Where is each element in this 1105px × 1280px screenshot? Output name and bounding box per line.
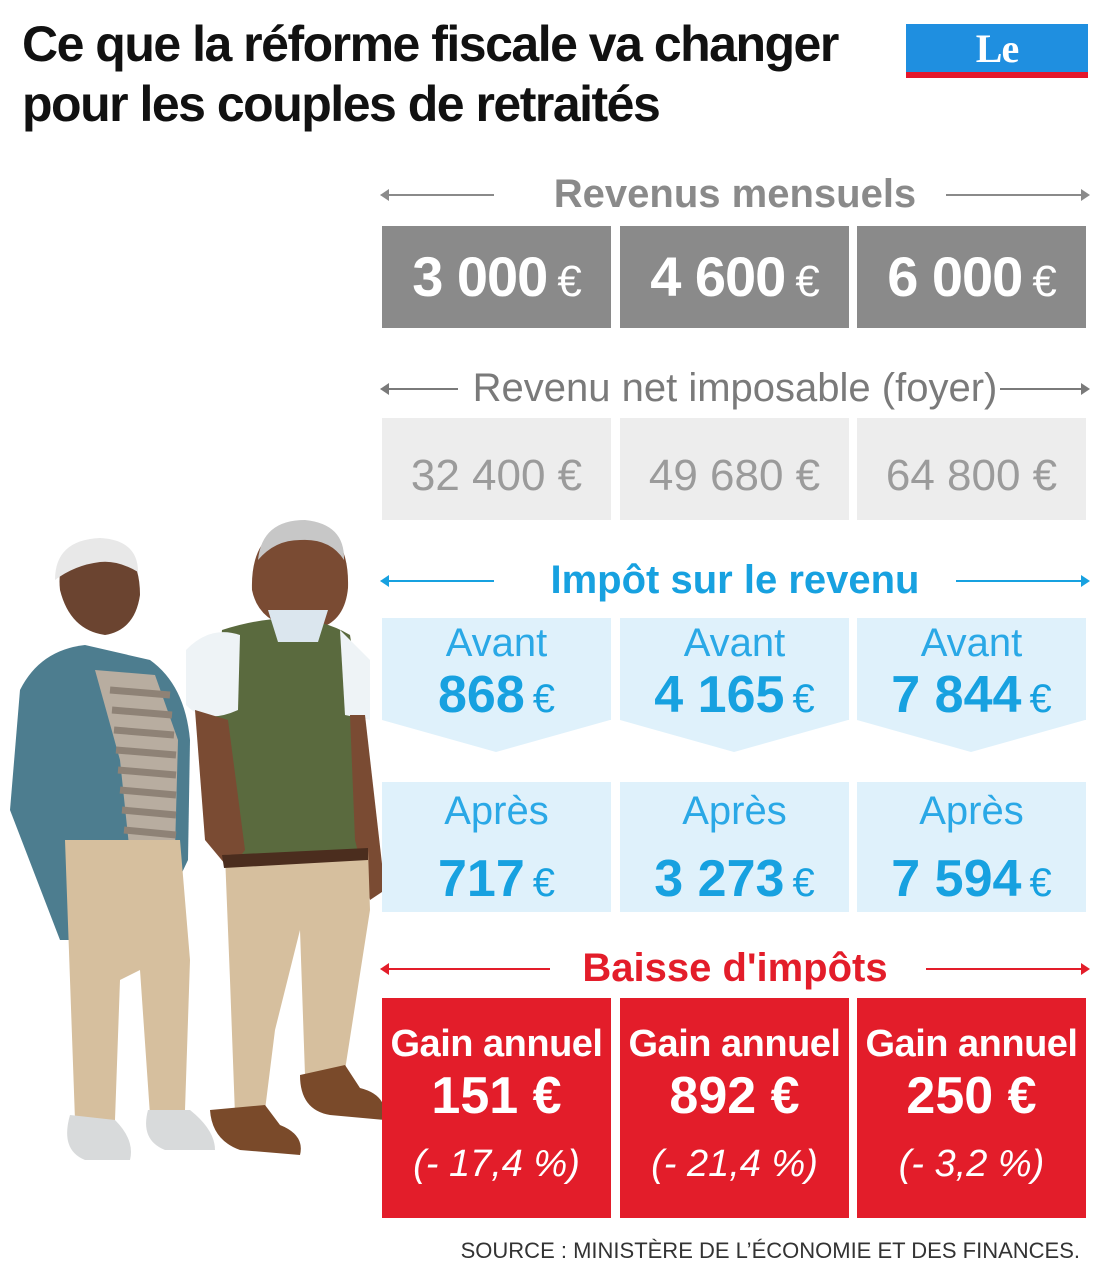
right-arrow-icon <box>1000 383 1090 395</box>
logo-underline <box>906 72 1088 78</box>
taxable-cell: 64 800 € <box>857 418 1086 520</box>
right-arrow-icon <box>956 575 1090 587</box>
income-cell: 3 000 € <box>382 226 611 328</box>
decrease-header: Baisse d'impôts <box>380 946 1090 990</box>
page-title: Ce que la réforme fiscale va changer pou… <box>22 14 882 134</box>
tax-after-cell: Après 7 594 € <box>857 782 1086 912</box>
tax-after-cell: Après 3 273 € <box>620 782 849 912</box>
tax-after-cell: Après 717 € <box>382 782 611 912</box>
tax-before-cell: Avant 7 844 € <box>857 618 1086 724</box>
down-arrow-icon <box>857 720 1085 752</box>
title-line-2: pour les couples de retraités <box>22 76 661 132</box>
taxable-header-label: Revenu net imposable (foyer) <box>472 366 998 410</box>
title-line-1: Ce que la réforme fiscale va changer <box>22 16 839 72</box>
income-header-label: Revenus mensuels <box>553 172 917 216</box>
woman-figure <box>10 538 215 1160</box>
right-arrow-icon <box>926 963 1090 975</box>
taxable-cell: 49 680 € <box>620 418 849 520</box>
gain-cell: Gain annuel 892 € (- 21,4 %) <box>620 998 849 1218</box>
decrease-header-label: Baisse d'impôts <box>582 946 888 990</box>
taxable-header: Revenu net imposable (foyer) <box>380 366 1090 410</box>
retired-couple-illustration <box>10 520 386 1160</box>
gain-cell: Gain annuel 151 € (- 17,4 %) <box>382 998 611 1218</box>
taxable-cell: 32 400 € <box>382 418 611 520</box>
tax-header-label: Impôt sur le revenu <box>550 558 920 602</box>
down-arrow-icon <box>620 720 848 752</box>
down-arrow-icon <box>382 720 610 752</box>
tax-before-cell: Avant 4 165 € <box>620 618 849 724</box>
income-header: Revenus mensuels <box>380 172 1090 216</box>
tax-header: Impôt sur le revenu <box>380 558 1090 602</box>
income-cell: 4 600 € <box>620 226 849 328</box>
gain-cell: Gain annuel 250 € (- 3,2 %) <box>857 998 1086 1218</box>
man-figure <box>186 520 386 1155</box>
left-arrow-icon <box>380 575 494 587</box>
left-arrow-icon <box>380 383 458 395</box>
source-credit: SOURCE : MINISTÈRE DE L’ÉCONOMIE ET DES … <box>460 1238 1080 1263</box>
logo-text: Le Parisien <box>931 26 1064 121</box>
tax-before-cell: Avant 868 € <box>382 618 611 724</box>
right-arrow-icon <box>946 189 1090 201</box>
income-cell: 6 000 € <box>857 226 1086 328</box>
le-parisien-logo: Le Parisien <box>906 24 1088 121</box>
left-arrow-icon <box>380 963 550 975</box>
left-arrow-icon <box>380 189 494 201</box>
